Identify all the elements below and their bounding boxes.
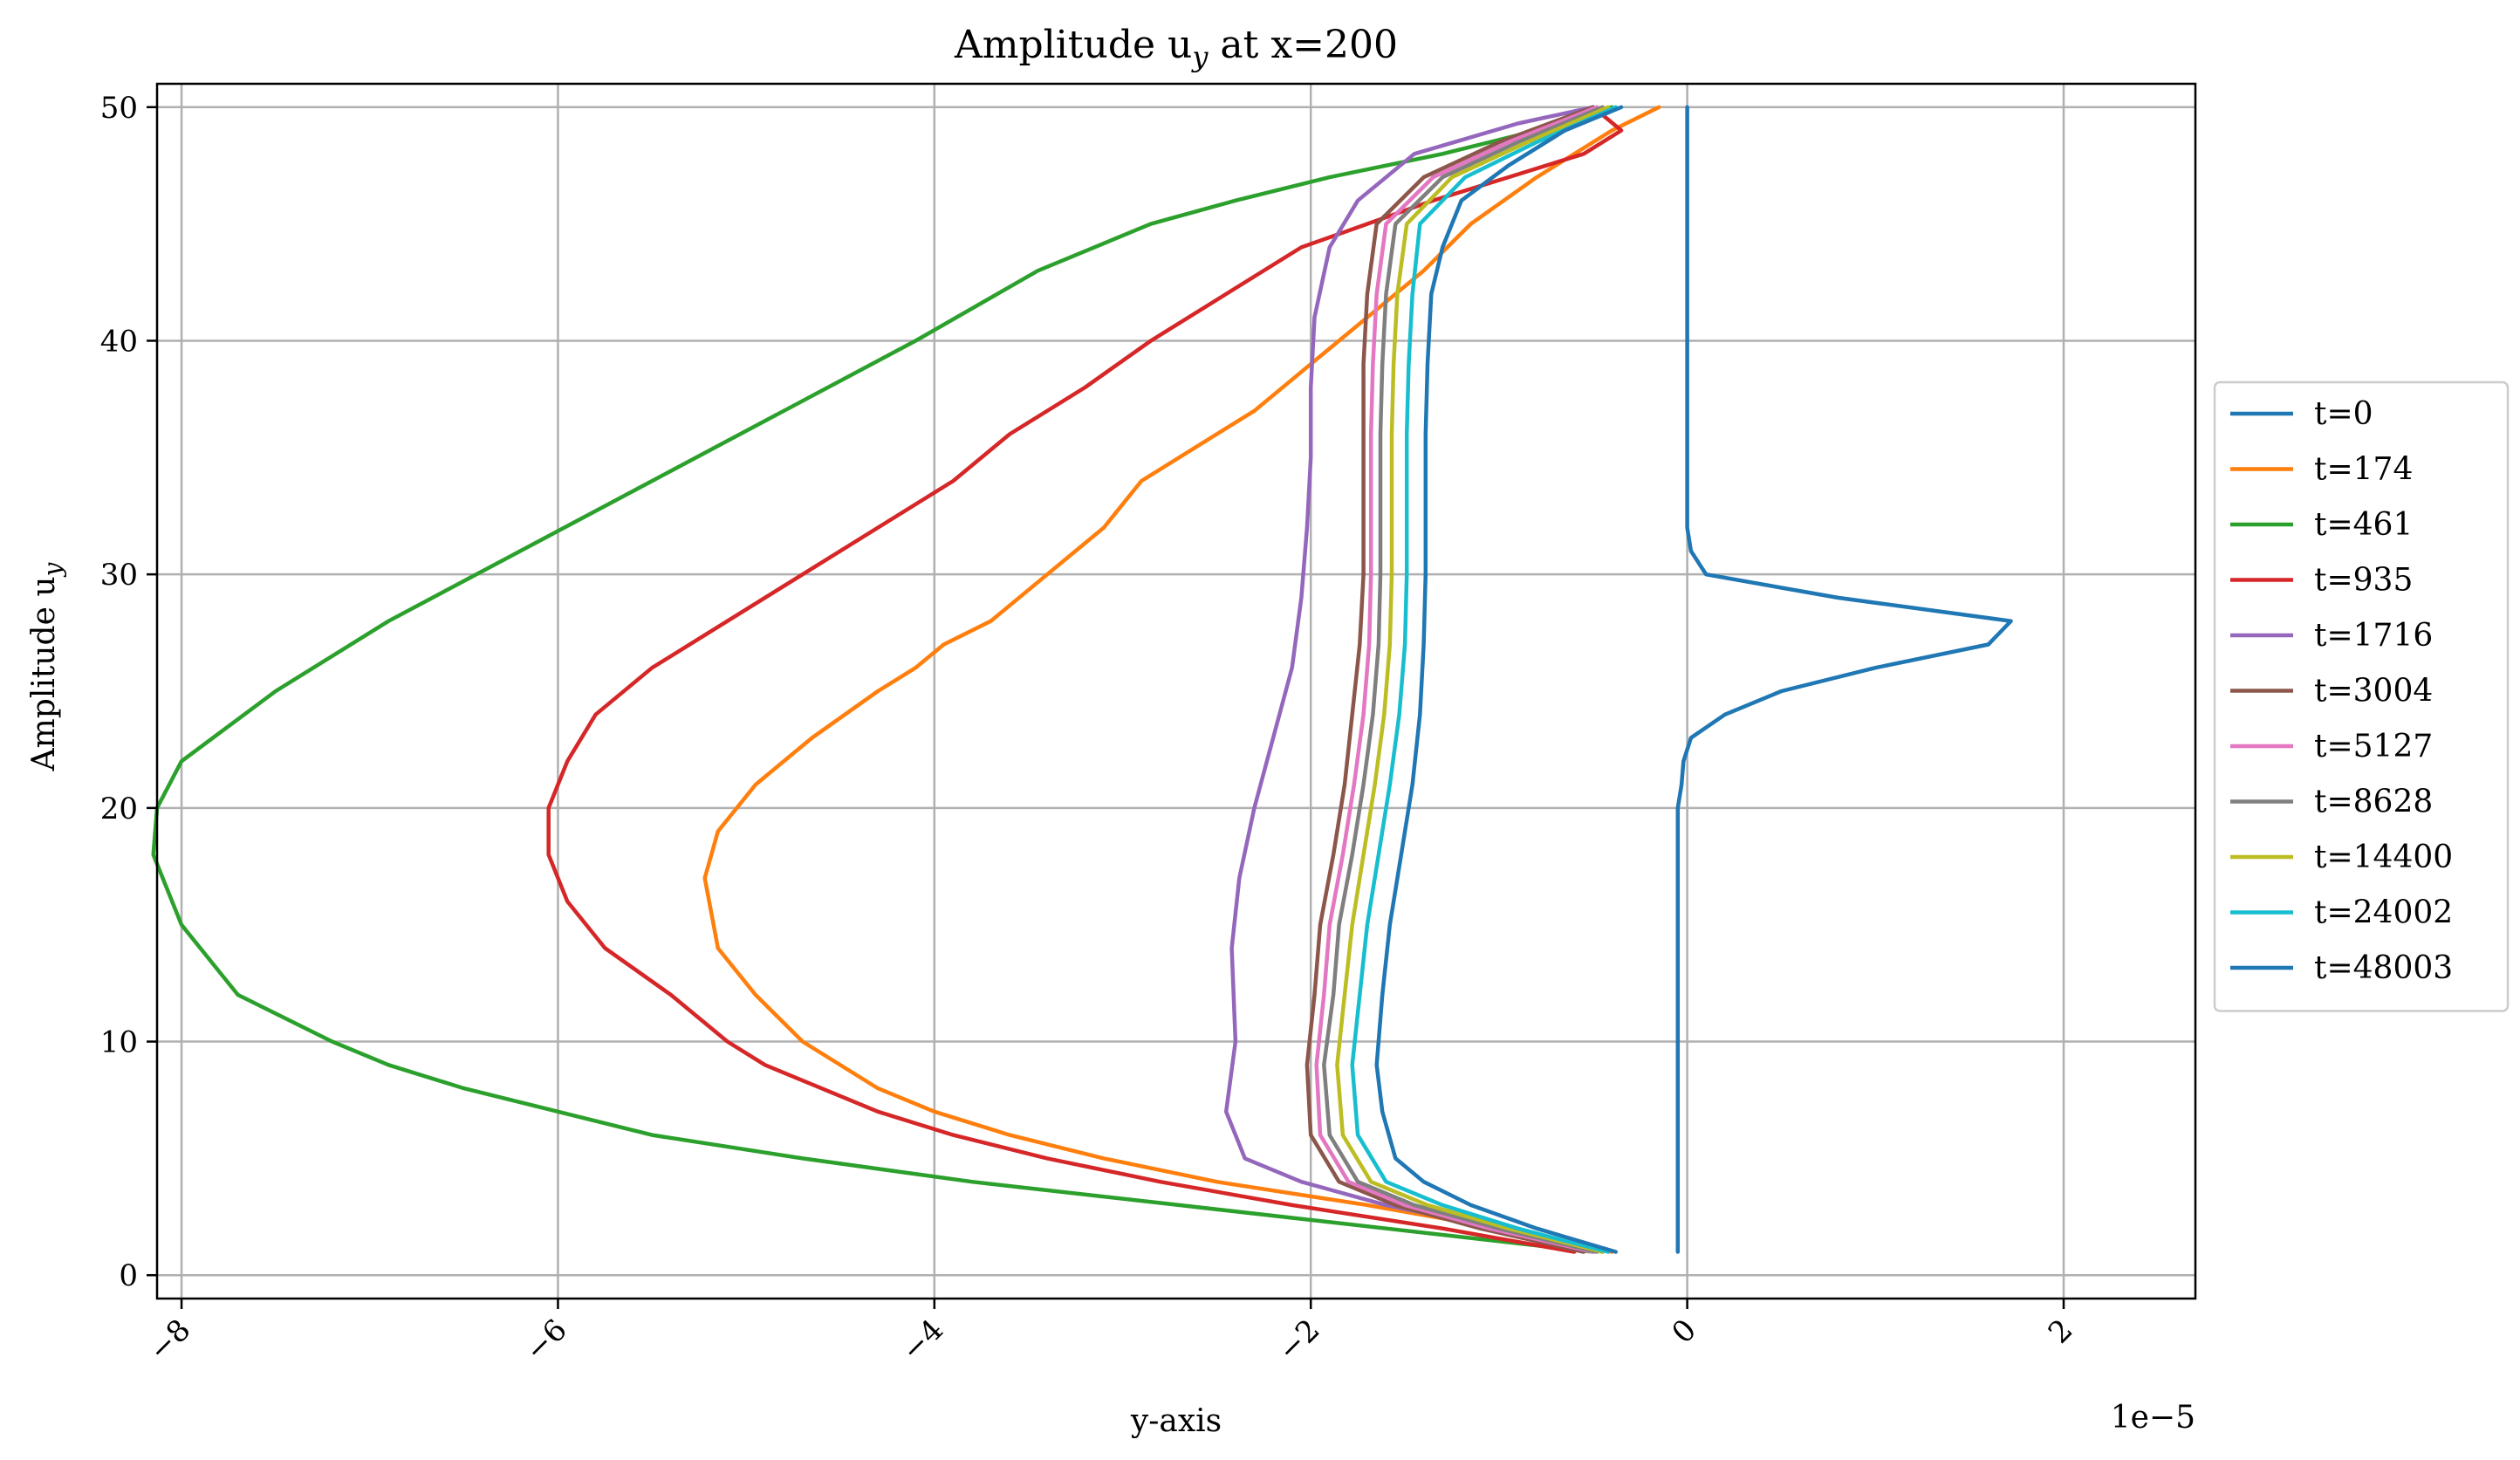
plot-frame	[155, 82, 2197, 1300]
legend-label-0: t=0	[2314, 396, 2373, 432]
series-line-t-5127	[1314, 105, 1599, 1254]
x-tick-label-4: 0	[1665, 1313, 1703, 1351]
x-tick-label-0: −8	[142, 1313, 198, 1368]
legend-label-9: t=24002	[2314, 895, 2453, 931]
legend-label-4: t=1716	[2314, 618, 2433, 654]
x-tick-label-1: −6	[518, 1313, 574, 1368]
series-line-t-24002	[1350, 105, 1618, 1254]
x-tick-label-2: −4	[894, 1313, 950, 1368]
grid-layer	[157, 84, 2195, 1299]
y-tick-label-1: 10	[100, 1025, 138, 1060]
series-line-t-461	[151, 105, 1614, 1254]
x-axis-ticks: −8 −6 −4 −2 0 2	[142, 1299, 2080, 1368]
x-axis-label: y-axis	[1130, 1403, 1222, 1439]
legend-label-1: t=174	[2314, 452, 2413, 488]
legend-label-10: t=48003	[2314, 950, 2453, 986]
series-line-t-14400	[1335, 105, 1611, 1254]
y-tick-label-3: 30	[100, 558, 138, 593]
legend-label-7: t=8628	[2314, 785, 2433, 820]
legend-label-3: t=935	[2314, 563, 2413, 599]
y-axis-ticks: 0 10 20 30 40 50	[100, 91, 157, 1293]
x-tick-label-3: −2	[1271, 1313, 1327, 1368]
legend-label-5: t=3004	[2314, 674, 2433, 709]
series-line-t-0	[1675, 105, 2013, 1254]
series-line-t-935	[546, 105, 1624, 1254]
legend-label-6: t=5127	[2314, 729, 2433, 764]
chart-title: Amplitude uy at x=200	[954, 23, 1398, 73]
y-tick-label-0: 0	[119, 1258, 138, 1293]
y-tick-label-2: 20	[100, 792, 138, 826]
legend-label-8: t=14400	[2314, 840, 2453, 875]
legend: t=0 t=174 t=461 t=935 t=1716 t=3004 t=5127 t=86…	[2213, 380, 2510, 1012]
y-axis-label: Amplitude uy	[26, 561, 67, 771]
x-scale-note: 1e−5	[2111, 1400, 2195, 1436]
series-line-t-3004	[1305, 105, 1596, 1254]
series-line-t-174	[702, 105, 1661, 1254]
x-tick-label-5: 2	[2042, 1313, 2080, 1351]
series-line-t-1716	[1223, 105, 1605, 1254]
y-tick-label-4: 40	[100, 324, 138, 359]
series-layer	[151, 105, 2013, 1254]
series-line-t-8628	[1322, 105, 1605, 1254]
legend-label-2: t=461	[2314, 507, 2413, 543]
y-tick-label-5: 50	[100, 91, 138, 126]
series-line-t-48003	[1374, 105, 1624, 1254]
legend-box	[2213, 380, 2510, 1012]
